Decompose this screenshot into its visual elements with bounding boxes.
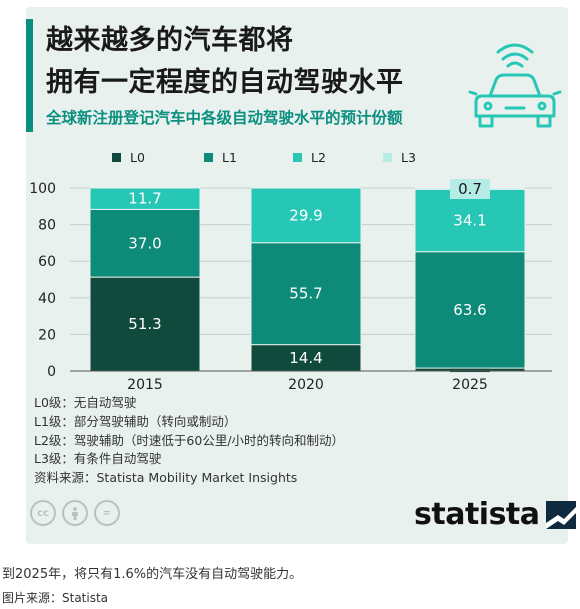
- y-tick-label: 60: [38, 254, 56, 270]
- license-icons: cc =: [30, 500, 120, 526]
- connected-car-icon: [468, 43, 562, 128]
- y-tick-label: 0: [47, 364, 56, 380]
- note-l1: L1级：部分驾驶辅助（转向或制动）: [34, 413, 237, 429]
- legend-swatch: [293, 153, 302, 162]
- bar-segment: [89, 187, 201, 210]
- data-label: 51.3: [128, 315, 161, 333]
- title-line-2: 拥有一定程度的自动驾驶水平: [46, 67, 404, 98]
- brand-wordmark: statista: [414, 497, 540, 532]
- legend-label: L2: [311, 150, 326, 165]
- x-tick-label: 2025: [452, 377, 488, 393]
- bar-segment: [250, 187, 362, 244]
- statista-logo[interactable]: statista: [414, 497, 576, 532]
- data-label: 29.9: [289, 206, 322, 224]
- y-tick-label: 100: [29, 181, 56, 197]
- data-label: 37.0: [128, 234, 161, 252]
- legend-swatch: [383, 153, 392, 162]
- data-label: 34.1: [453, 211, 486, 229]
- data-label: 63.6: [453, 301, 486, 319]
- data-label: 11.7: [128, 190, 161, 208]
- data-label: 0.7: [458, 180, 482, 198]
- legend-label: L1: [222, 150, 237, 165]
- legend-swatch: [112, 153, 121, 162]
- y-tick-label: 80: [38, 218, 56, 234]
- x-tick-label: 2020: [288, 377, 324, 393]
- legend-label: L0: [130, 150, 145, 165]
- legend-swatch: [204, 153, 213, 162]
- bar-segment: [250, 344, 362, 372]
- subtitle: 全球新注册登记汽车中各级自动驾驶水平的预计份额: [46, 109, 403, 127]
- title-line-1: 越来越多的汽车都将: [46, 25, 294, 56]
- bar-segment: [414, 188, 526, 253]
- stacked-bar-chart: 0 20 40 60 80 100 L0 L1 L2 L3 51.3 37.0 11.7 2015 14.4…: [29, 150, 552, 393]
- legend-label: L3: [401, 150, 416, 165]
- bar-segment: [414, 251, 526, 369]
- data-label-box: [450, 179, 490, 199]
- person-icon[interactable]: [62, 500, 88, 526]
- equals-icon[interactable]: =: [94, 500, 120, 526]
- note-l2: L2级：驾驶辅助（时速低于60公里/小时的转向和制动）: [34, 432, 345, 448]
- statista-mark-icon: [545, 500, 576, 529]
- data-label: 55.7: [289, 285, 322, 303]
- image-caption: 到2025年，将只有1.6%的汽车没有自动驾驶能力。: [2, 567, 303, 582]
- data-source-note: 资料来源：Statista Mobility Market Insights: [34, 470, 298, 486]
- note-l3: L3级：有条件自动驾驶: [34, 451, 162, 467]
- x-tick-label: 2015: [127, 377, 163, 393]
- title-accent-bar: [26, 19, 33, 132]
- y-tick-label: 40: [38, 291, 56, 307]
- bar-segment: [89, 276, 201, 372]
- note-l0: L0级：无自动驾驶: [34, 395, 137, 410]
- cc-icon[interactable]: cc: [30, 500, 56, 526]
- level-notes: L0级：无自动驾驶 L1级：部分驾驶辅助（转向或制动） L2级：驾驶辅助（时速低…: [34, 394, 344, 488]
- y-tick-label: 20: [38, 327, 56, 343]
- data-label: 14.4: [289, 349, 322, 367]
- image-source: 图片来源：Statista: [2, 591, 109, 605]
